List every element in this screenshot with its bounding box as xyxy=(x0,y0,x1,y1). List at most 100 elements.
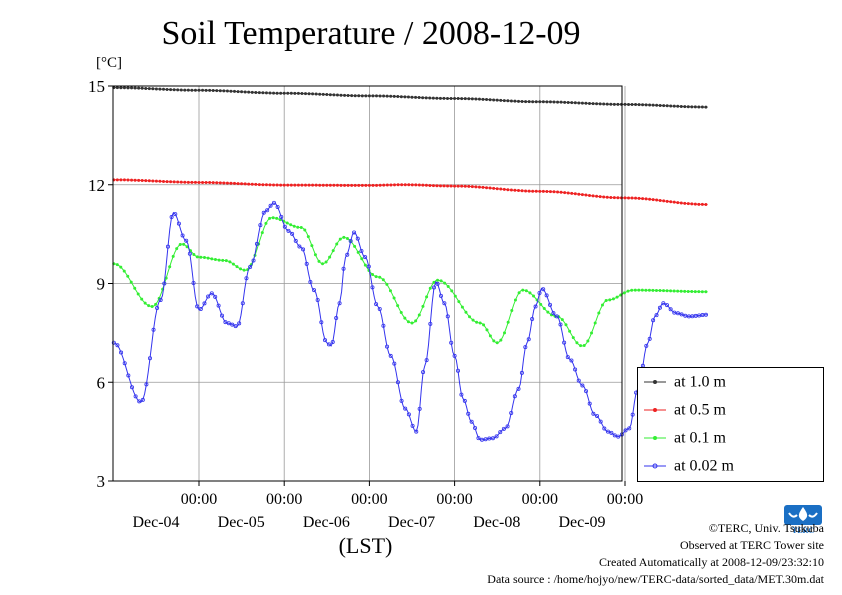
data-point xyxy=(371,94,375,98)
data-point xyxy=(623,196,627,200)
data-point xyxy=(428,321,433,326)
x-tick-date-label: Dec-08 xyxy=(473,514,520,531)
data-point xyxy=(122,361,127,366)
data-point xyxy=(279,183,283,187)
data-point xyxy=(463,97,467,101)
data-point xyxy=(602,195,606,199)
data-point xyxy=(247,182,251,186)
data-point xyxy=(399,398,404,403)
data-point xyxy=(307,183,311,187)
legend-item-0-5m: at 0.5 m xyxy=(644,398,726,422)
data-point xyxy=(658,103,662,107)
data-point xyxy=(275,216,279,220)
data-point xyxy=(297,244,302,249)
data-point xyxy=(158,87,162,91)
data-point xyxy=(462,398,467,403)
data-point xyxy=(605,429,610,434)
data-point xyxy=(417,96,421,100)
data-point xyxy=(341,266,346,271)
data-point xyxy=(612,102,616,106)
data-point xyxy=(627,102,631,106)
data-point xyxy=(571,336,575,340)
terc-logo-icon: TERC xyxy=(784,505,822,535)
data-point xyxy=(644,343,649,348)
data-point xyxy=(130,86,134,90)
data-point xyxy=(487,436,492,441)
data-point xyxy=(371,273,375,277)
data-source-text: Data source : /home/hojyo/new/TERC-data/… xyxy=(487,572,824,586)
data-point xyxy=(417,183,421,187)
data-point xyxy=(432,285,437,290)
data-point xyxy=(330,339,335,344)
data-point xyxy=(282,91,286,95)
data-point xyxy=(403,183,407,187)
data-point xyxy=(704,105,708,109)
data-point xyxy=(264,91,268,95)
data-point xyxy=(619,293,623,297)
data-point xyxy=(321,92,325,96)
data-point xyxy=(513,99,517,103)
data-point xyxy=(338,237,342,241)
data-point xyxy=(446,96,449,100)
data-point xyxy=(410,321,414,325)
data-point xyxy=(353,94,357,98)
data-point xyxy=(562,340,567,345)
data-point xyxy=(360,257,364,261)
data-point xyxy=(360,94,364,98)
data-point xyxy=(355,236,360,241)
data-point xyxy=(343,183,347,187)
data-point xyxy=(435,281,440,286)
data-point xyxy=(264,183,268,187)
data-point xyxy=(474,97,478,101)
data-point xyxy=(637,103,641,107)
data-point xyxy=(154,179,158,183)
data-point xyxy=(143,301,147,305)
data-point xyxy=(395,380,400,385)
data-point xyxy=(286,228,291,233)
data-point xyxy=(593,321,597,325)
data-point xyxy=(640,288,644,292)
data-point xyxy=(190,180,194,184)
data-point xyxy=(452,353,457,358)
data-point xyxy=(410,95,414,99)
data-point xyxy=(115,343,120,348)
data-point xyxy=(704,290,708,294)
data-point xyxy=(382,94,386,98)
data-point xyxy=(611,297,615,301)
legend-line-0-02m xyxy=(644,463,666,469)
data-point xyxy=(662,289,666,293)
data-point xyxy=(185,245,189,249)
y-tick-label: 12 xyxy=(88,176,105,195)
y-tick-label: 9 xyxy=(97,275,106,294)
data-point xyxy=(129,280,133,284)
data-point xyxy=(233,181,236,185)
data-point xyxy=(679,104,683,108)
data-point xyxy=(406,412,411,417)
data-point xyxy=(469,419,474,424)
data-point xyxy=(665,104,669,108)
data-point xyxy=(560,318,564,322)
data-point xyxy=(700,290,704,294)
data-point xyxy=(605,102,609,106)
data-point xyxy=(137,86,141,90)
data-point xyxy=(669,104,673,108)
data-point xyxy=(577,192,581,196)
data-point xyxy=(399,311,403,315)
data-point xyxy=(147,356,152,361)
data-point xyxy=(133,394,138,399)
data-point xyxy=(457,300,461,304)
data-point xyxy=(637,288,641,292)
data-point xyxy=(556,100,560,104)
data-point xyxy=(679,312,684,317)
data-point xyxy=(385,344,390,349)
data-point xyxy=(655,198,659,202)
data-point xyxy=(467,184,471,188)
data-point xyxy=(697,105,701,109)
data-point xyxy=(517,291,521,295)
data-point xyxy=(378,275,382,279)
data-point xyxy=(542,307,546,311)
data-point xyxy=(552,100,556,104)
credits: ©TERC, Univ. Tsukuba Observed at TERC To… xyxy=(487,520,824,588)
data-point xyxy=(459,392,464,397)
data-point xyxy=(271,200,276,205)
